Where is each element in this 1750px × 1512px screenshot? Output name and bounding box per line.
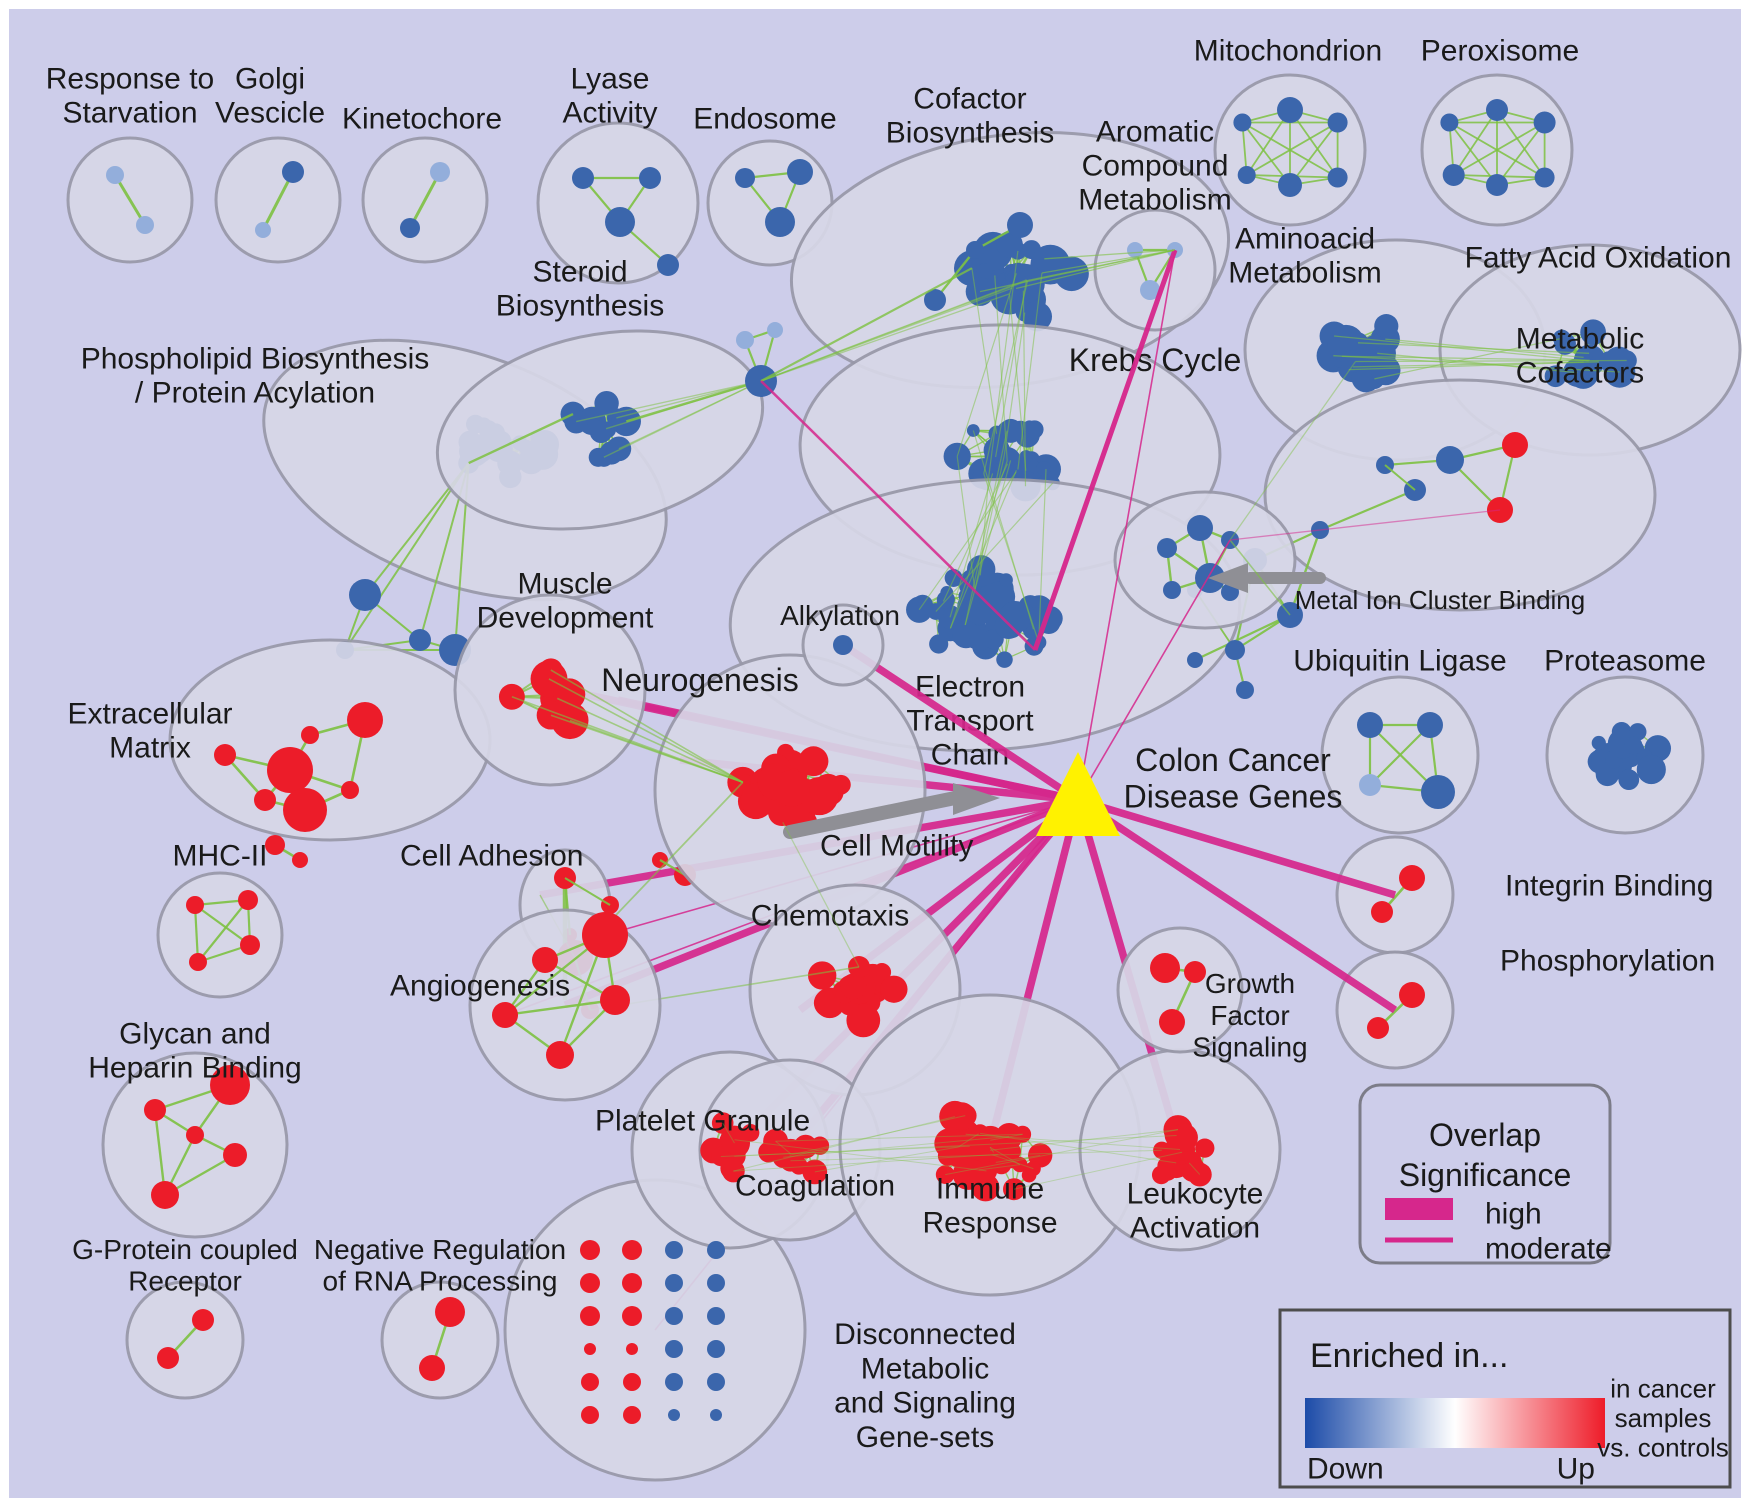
svg-text:Platelet Granule: Platelet Granule — [595, 1105, 810, 1138]
svg-text:Endosome: Endosome — [693, 103, 836, 136]
svg-text:Alkylation: Alkylation — [780, 600, 900, 631]
svg-text:high: high — [1485, 1198, 1542, 1231]
svg-text:Ubiquitin Ligase: Ubiquitin Ligase — [1293, 645, 1506, 678]
svg-text:Kinetochore: Kinetochore — [342, 103, 502, 136]
svg-text:Proteasome: Proteasome — [1544, 645, 1706, 678]
svg-text:Neurogenesis: Neurogenesis — [601, 662, 798, 698]
svg-text:Overlap: Overlap — [1429, 1117, 1541, 1153]
svg-text:Chemotaxis: Chemotaxis — [751, 900, 909, 933]
svg-text:Significance: Significance — [1399, 1157, 1572, 1193]
svg-text:Phosphorylation: Phosphorylation — [1500, 945, 1715, 978]
svg-text:Fatty Acid Oxidation: Fatty Acid Oxidation — [1465, 242, 1732, 275]
svg-text:Metal Ion Cluster Binding: Metal Ion Cluster Binding — [1295, 585, 1585, 615]
svg-text:Cell Motility: Cell Motility — [820, 830, 973, 863]
svg-text:Coagulation: Coagulation — [735, 1170, 895, 1203]
svg-text:MHC-II: MHC-II — [173, 840, 268, 873]
svg-text:moderate: moderate — [1485, 1233, 1612, 1266]
svg-text:Mitochondrion: Mitochondrion — [1194, 35, 1382, 68]
svg-text:Cell Adhesion: Cell Adhesion — [400, 840, 583, 873]
svg-text:Peroxisome: Peroxisome — [1421, 35, 1579, 68]
svg-text:Integrin Binding: Integrin Binding — [1505, 870, 1713, 903]
svg-text:Enriched in...: Enriched in... — [1310, 1337, 1508, 1375]
svg-text:Down: Down — [1307, 1453, 1384, 1486]
svg-text:Angiogenesis: Angiogenesis — [390, 970, 570, 1003]
svg-text:Up: Up — [1557, 1453, 1595, 1486]
